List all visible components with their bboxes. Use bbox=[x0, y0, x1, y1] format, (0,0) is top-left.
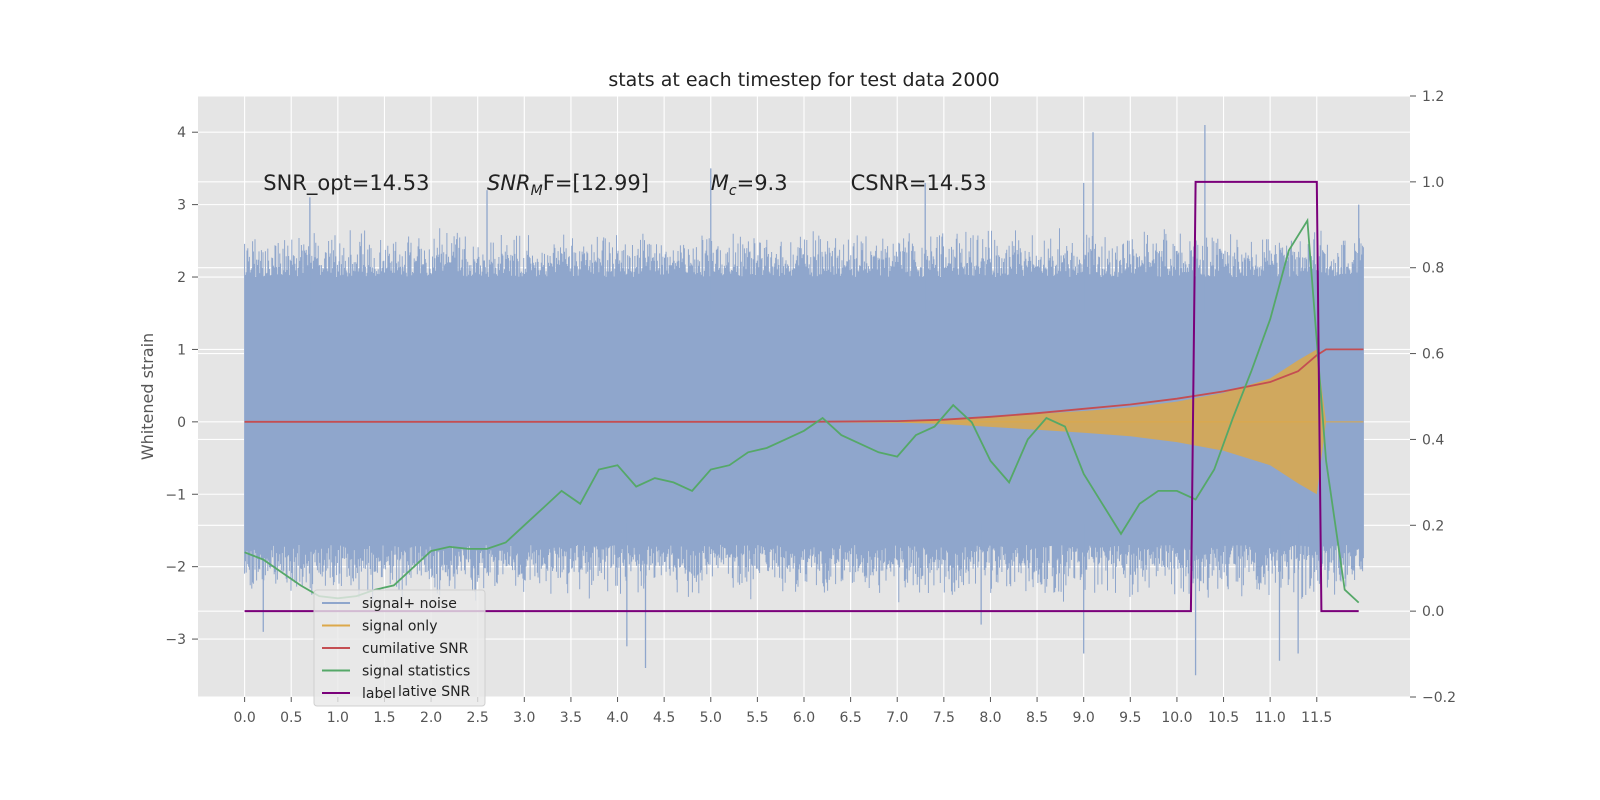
y2-tick-label: 1.2 bbox=[1422, 89, 1444, 105]
y-axis-label: Whitened strain bbox=[138, 333, 157, 460]
y-tick-label: −2 bbox=[165, 560, 186, 576]
series-line-3 bbox=[244, 217, 1360, 604]
y2-tick-label: −0.2 bbox=[1422, 690, 1456, 706]
x-tick-label: 3.5 bbox=[560, 710, 582, 726]
annotation-mc-rest: =9.3 bbox=[737, 171, 788, 195]
y2-tick-label: 0.8 bbox=[1422, 261, 1444, 277]
legend-label: signal only bbox=[362, 619, 437, 635]
legend-label: cumilative SNR bbox=[362, 641, 469, 657]
x-tick-label: 7.0 bbox=[886, 710, 908, 726]
annotation-mc-main: M bbox=[711, 171, 729, 195]
x-tick-label: 4.0 bbox=[606, 710, 628, 726]
y2-tick-label: 0.0 bbox=[1422, 604, 1444, 620]
x-tick-label: 2.5 bbox=[467, 710, 489, 726]
x-tick-label: 11.5 bbox=[1301, 710, 1332, 726]
legend-label: signal+ noise bbox=[362, 596, 457, 612]
x-tick-label: 6.0 bbox=[793, 710, 815, 726]
annotation-mc-sub: c bbox=[729, 183, 737, 199]
line-series bbox=[244, 180, 1364, 613]
x-tick-label: 3.0 bbox=[513, 710, 535, 726]
legend: lative SNR signal+ noise signal only cumil… bbox=[313, 589, 486, 707]
chart-title: stats at each timestep for test data 200… bbox=[608, 69, 999, 91]
x-tick-label: 1.0 bbox=[327, 710, 349, 726]
x-tick-label: 10.5 bbox=[1208, 710, 1239, 726]
x-tick-label: 10.0 bbox=[1161, 710, 1192, 726]
x-tick-label: 9.0 bbox=[1073, 710, 1095, 726]
axis-ticks: 0.0 0.5 1.0 1.5 2.0 2.5 3.0 3.5 4.0 4.5 5.0 5.5 6.0 6… bbox=[165, 89, 1456, 726]
x-tick-label: 11.0 bbox=[1255, 710, 1286, 726]
y-tick-label: 3 bbox=[177, 198, 186, 214]
x-tick-label: 7.5 bbox=[933, 710, 955, 726]
x-tick-label: 5.0 bbox=[700, 710, 722, 726]
legend-label: signal statistics bbox=[362, 664, 470, 680]
y-tick-label: 0 bbox=[177, 415, 186, 431]
annotation-snr-opt: SNR_opt=14.53 bbox=[263, 171, 429, 196]
annotation-csnr: CSNR=14.53 bbox=[851, 171, 987, 195]
annotation-snr-mf-main: SNR bbox=[487, 171, 531, 195]
y-tick-label: −3 bbox=[165, 632, 186, 648]
x-tick-label: 8.0 bbox=[979, 710, 1001, 726]
legend-ghost-text: lative SNR bbox=[398, 684, 471, 700]
y-tick-label: 4 bbox=[177, 125, 186, 141]
y2-tick-label: 0.2 bbox=[1422, 518, 1444, 534]
annotation-snr-mf-sub: M bbox=[531, 183, 543, 199]
y-tick-label: 2 bbox=[177, 270, 186, 286]
x-tick-label: 6.5 bbox=[839, 710, 861, 726]
y2-tick-label: 0.4 bbox=[1422, 432, 1444, 448]
x-tick-label: 0.0 bbox=[233, 710, 255, 726]
legend-box bbox=[313, 589, 486, 707]
x-tick-label: 8.5 bbox=[1026, 710, 1048, 726]
x-tick-label: 9.5 bbox=[1119, 710, 1141, 726]
x-tick-label: 4.5 bbox=[653, 710, 675, 726]
y-tick-label: −1 bbox=[165, 487, 186, 503]
series-line-4 bbox=[244, 180, 1359, 613]
legend-items: signal+ noise signal only cumilative SNR si… bbox=[322, 596, 470, 702]
y2-tick-label: 0.6 bbox=[1422, 347, 1444, 363]
y2-tick-label: 1.0 bbox=[1422, 175, 1444, 191]
annotation-snr-mf: SNRMF=[12.99] bbox=[487, 171, 649, 199]
y-tick-label: 1 bbox=[177, 342, 186, 358]
annotation-mc: Mc=9.3 bbox=[711, 171, 788, 199]
x-tick-label: 1.5 bbox=[373, 710, 395, 726]
legend-label: label bbox=[362, 686, 396, 702]
x-tick-label: 5.5 bbox=[746, 710, 768, 726]
series-line-2 bbox=[244, 348, 1364, 423]
annotation-snr-mf-rest: F=[12.99] bbox=[543, 171, 649, 195]
x-tick-label: 2.0 bbox=[420, 710, 442, 726]
x-tick-label: 0.5 bbox=[280, 710, 302, 726]
